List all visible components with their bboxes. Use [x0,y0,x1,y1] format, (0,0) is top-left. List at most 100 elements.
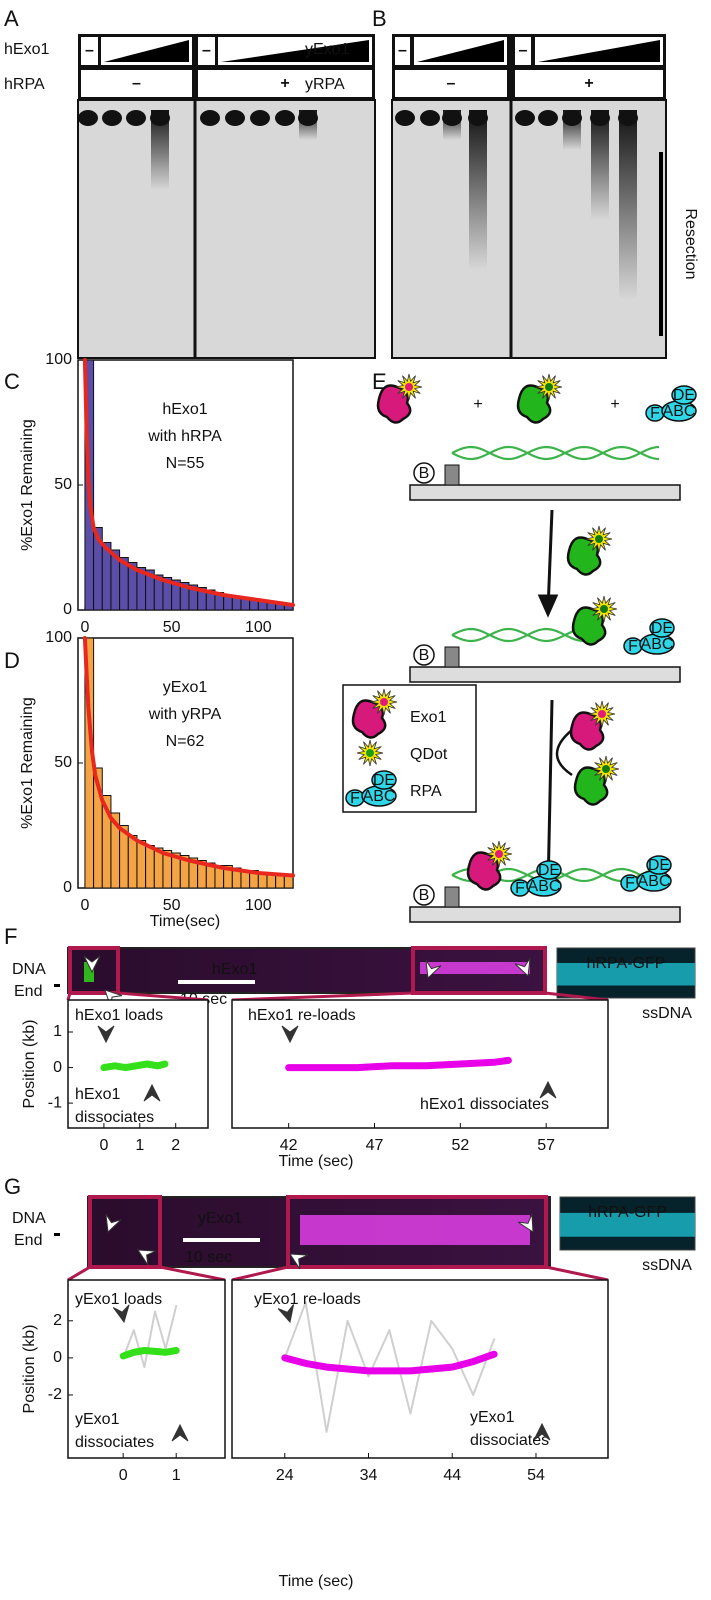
qdot-core [380,698,388,706]
titration-wedge [538,40,660,62]
annotation: yExo1 [470,1409,515,1426]
panel-label: D [4,648,20,673]
kymo-signal [84,962,94,982]
histogram-bar [136,840,147,889]
gel-enzyme-label: yExo1 [305,41,350,58]
x-axis-label: Time(sec) [150,913,221,930]
dna-label: DNA [12,961,46,978]
annotation: yExo1 [163,679,208,696]
arrowhead [137,1249,157,1266]
legend-label: RPA [410,783,442,800]
rpa-label: ABC [363,788,396,805]
x-axis-label: Time (sec) [279,1153,354,1170]
no-enzyme-label: – [202,42,211,59]
exo1 [571,606,607,646]
gel-band [275,110,295,126]
y-axis-label: Position (kb) [21,1020,38,1109]
ssdna-label: ssDNA [642,1005,692,1022]
gel-band [126,110,146,126]
gel-band [618,110,638,126]
annotation: hExo1 [75,1086,120,1103]
zoom-connector [545,1265,609,1282]
annotation: hExo1 dissociates [420,1096,549,1113]
gel-smear [619,110,637,300]
y-tick-label: -2 [48,1386,62,1403]
zoom-connector [159,1265,226,1282]
gel-rpa-label: hRPA [4,76,45,93]
arrowhead [83,955,101,974]
panel-label: C [4,369,20,394]
plus: + [473,396,482,413]
qdot-core [600,605,608,613]
gel-image [77,99,376,359]
annotation: yExo1 re-loads [254,1291,361,1308]
annotation: hExo1 re-loads [248,1007,356,1024]
bead-label: B [419,465,430,482]
qdot-core [495,850,503,858]
x-tick-label: 47 [366,1137,384,1154]
y-axis-label: Position (kb) [21,1325,38,1414]
gel-band [102,110,122,126]
bead-label: B [419,647,430,664]
y-tick-label: -1 [48,1094,62,1111]
surface [409,906,681,923]
annotation: hExo1 loads [75,1007,163,1024]
histogram-bar [275,875,285,889]
titration-wedge [221,40,369,62]
header-cell [395,70,507,97]
rpa-state-label: – [132,75,141,92]
biotin [413,462,435,484]
anchor [444,886,460,908]
fit-curve [82,358,295,607]
gel-band [538,110,558,126]
rpa-label: F [628,638,638,655]
header-cell [515,37,531,65]
header-cell [81,37,98,65]
gel-smear [151,110,169,190]
end-tick [54,1233,60,1236]
arrowhead [105,1213,122,1234]
annotation: dissociates [470,1432,549,1449]
exo1 [466,851,502,891]
x-tick-label: 0 [119,1467,128,1484]
qdot-core [598,710,606,718]
qdot-core [366,749,374,757]
zoom-connector [117,991,209,1002]
qdot-core [602,765,610,773]
arrowhead [539,1080,557,1099]
dna-label: DNA [12,1210,46,1227]
zoom-connector [231,991,414,1002]
zoom-connector [231,1265,289,1282]
rpa-label: hRPA-GFP [587,955,666,972]
x-tick-label: 50 [163,897,181,914]
trace [122,1305,178,1369]
rpa-label: ABC [528,878,561,895]
rpa-de [649,618,675,638]
annotation: dissociates [75,1109,154,1126]
end-label: End [14,983,42,1000]
header-cell [81,70,192,97]
exchange-arrow [555,729,573,777]
gel-band [150,110,170,126]
gel-band [298,110,318,126]
titration-wedge [417,40,504,62]
y-axis-label: %Exo1 Remaining [19,697,36,829]
rpa-signal [560,1212,695,1237]
gel-band [562,110,582,126]
exo1 [376,384,412,424]
header-cell [198,37,215,65]
rpa-label: F [350,790,360,807]
rpa-de [671,385,697,405]
exo1 [569,711,605,751]
panel-label: F [4,924,17,949]
x-tick-label: 57 [537,1137,555,1154]
legend-label: Exo1 [410,709,447,726]
arrowhead [112,1304,130,1324]
gel-smear [469,110,487,270]
kymo-signal [300,1215,530,1245]
step-arrow [537,509,559,618]
rpa-label: DE [651,620,673,637]
x-tick-label: 0 [80,897,89,914]
x-tick-label: 34 [360,1467,378,1484]
